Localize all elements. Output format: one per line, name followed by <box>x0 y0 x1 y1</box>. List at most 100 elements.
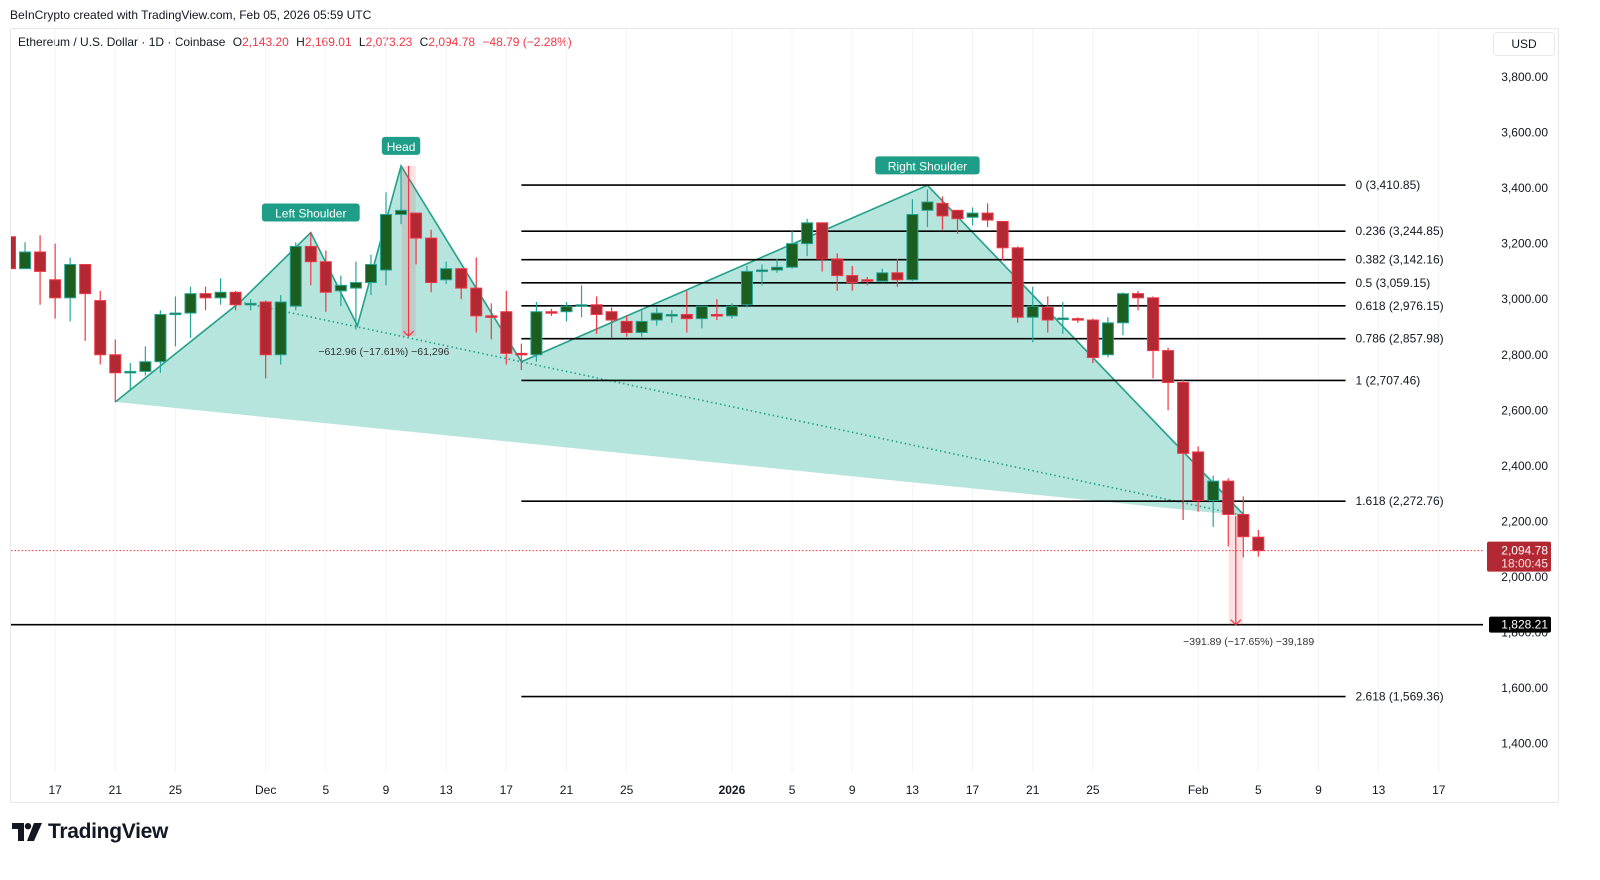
candle[interactable] <box>801 218 814 257</box>
candle[interactable] <box>921 189 934 227</box>
candle[interactable] <box>1116 292 1129 336</box>
candle[interactable] <box>470 257 483 333</box>
candle[interactable] <box>485 303 498 340</box>
candle[interactable] <box>635 310 648 337</box>
candle[interactable] <box>560 301 573 322</box>
candle[interactable] <box>966 207 979 226</box>
candle[interactable] <box>49 243 62 319</box>
candle[interactable] <box>34 235 47 305</box>
candle[interactable] <box>1147 296 1160 379</box>
candle[interactable] <box>1177 379 1190 521</box>
candle[interactable] <box>740 265 753 308</box>
candle[interactable] <box>139 346 152 376</box>
candle[interactable] <box>891 258 904 287</box>
pattern-label[interactable]: Head <box>381 136 421 155</box>
symbol-title[interactable]: Ethereum / U.S. Dollar · 1D · Coinbase <box>18 35 226 49</box>
candle[interactable] <box>380 192 392 286</box>
candle[interactable] <box>274 295 287 365</box>
candle[interactable] <box>259 300 272 379</box>
candle[interactable] <box>214 278 227 305</box>
candle[interactable] <box>786 231 799 269</box>
candle[interactable] <box>695 305 708 329</box>
candle[interactable] <box>1101 317 1114 358</box>
candle[interactable] <box>410 212 423 265</box>
candle[interactable] <box>1041 296 1054 333</box>
time-axis[interactable]: 17 21 25 Dec 5 9 13 17 21 25 2026 5 9 13 17 21 25 Feb 5 9 13… <box>48 783 1445 797</box>
candle[interactable] <box>395 165 408 225</box>
candle[interactable] <box>515 343 528 371</box>
candle[interactable] <box>64 257 77 322</box>
candle[interactable] <box>169 296 182 347</box>
candle[interactable] <box>861 276 874 286</box>
candle[interactable] <box>1026 286 1039 343</box>
candle[interactable] <box>1162 347 1175 411</box>
head-shoulders-pattern[interactable] <box>114 163 1246 517</box>
candle[interactable] <box>1011 246 1024 323</box>
candle[interactable] <box>199 286 212 311</box>
candle[interactable] <box>710 299 723 321</box>
candle[interactable] <box>229 290 242 311</box>
measure-tool[interactable]: −391.89 (−17.65%) −39,189 <box>1183 515 1314 648</box>
candle[interactable] <box>289 242 302 311</box>
candle[interactable] <box>756 264 768 286</box>
candle[interactable] <box>19 242 32 270</box>
pattern-label[interactable]: Right Shoulder <box>875 156 980 175</box>
candle[interactable] <box>349 261 362 330</box>
candle[interactable] <box>1222 478 1235 547</box>
candle[interactable] <box>590 296 603 334</box>
candle[interactable] <box>440 261 453 284</box>
candle[interactable] <box>936 196 949 230</box>
candle[interactable] <box>530 301 543 362</box>
price-axis[interactable]: 3,800.00 3,600.00 3,400.00 3,200.00 3,000.00… <box>1501 70 1548 751</box>
candle[interactable] <box>425 229 438 293</box>
candle[interactable] <box>545 308 558 316</box>
candle[interactable] <box>79 263 92 341</box>
candle[interactable] <box>605 307 618 339</box>
candle[interactable] <box>981 203 994 227</box>
candle[interactable] <box>1192 446 1205 512</box>
candle[interactable] <box>575 285 588 318</box>
candle[interactable] <box>876 268 889 283</box>
candle-body <box>229 291 242 306</box>
pattern-label[interactable]: Left Shoulder <box>261 203 360 222</box>
candle[interactable] <box>620 315 633 337</box>
candle[interactable] <box>334 275 347 307</box>
candle[interactable] <box>184 286 197 339</box>
candle[interactable] <box>951 209 964 234</box>
candle[interactable] <box>244 299 257 311</box>
candle[interactable] <box>650 307 663 326</box>
candle[interactable] <box>1237 496 1250 558</box>
candle[interactable] <box>1207 475 1220 527</box>
candle[interactable] <box>304 232 317 286</box>
candles <box>5 165 1265 558</box>
candle[interactable] <box>364 254 377 296</box>
candle[interactable] <box>906 199 919 282</box>
candle[interactable] <box>1132 290 1144 311</box>
candle[interactable] <box>1056 301 1069 334</box>
candle[interactable] <box>816 222 829 272</box>
candle[interactable] <box>455 268 468 300</box>
candle[interactable] <box>665 310 678 323</box>
candle[interactable] <box>1086 318 1099 364</box>
candle[interactable] <box>319 250 332 312</box>
candle[interactable] <box>680 290 693 333</box>
fibonacci-retracement[interactable]: 0 (3,410.85) 0.236 (3,244.85) 0.382 (3,142… <box>521 178 1444 704</box>
candle[interactable] <box>154 310 167 373</box>
candle[interactable] <box>831 253 844 291</box>
measure-tool[interactable]: −612.96 (−17.61%) −61,296 <box>318 165 450 358</box>
time-axis-tick: 21 <box>560 783 574 797</box>
candle[interactable] <box>94 290 107 365</box>
candle[interactable] <box>996 220 1009 261</box>
candle[interactable] <box>124 363 137 391</box>
candle[interactable] <box>771 258 784 273</box>
candle[interactable] <box>109 339 122 402</box>
candle[interactable] <box>5 236 16 270</box>
candle[interactable] <box>725 303 738 319</box>
measure-label: −391.89 (−17.65%) −39,189 <box>1183 636 1314 648</box>
candle[interactable] <box>1252 530 1265 557</box>
currency-button[interactable]: USD <box>1493 32 1555 56</box>
candle[interactable] <box>500 290 513 365</box>
candle[interactable] <box>1071 317 1084 323</box>
candle[interactable] <box>846 265 859 291</box>
